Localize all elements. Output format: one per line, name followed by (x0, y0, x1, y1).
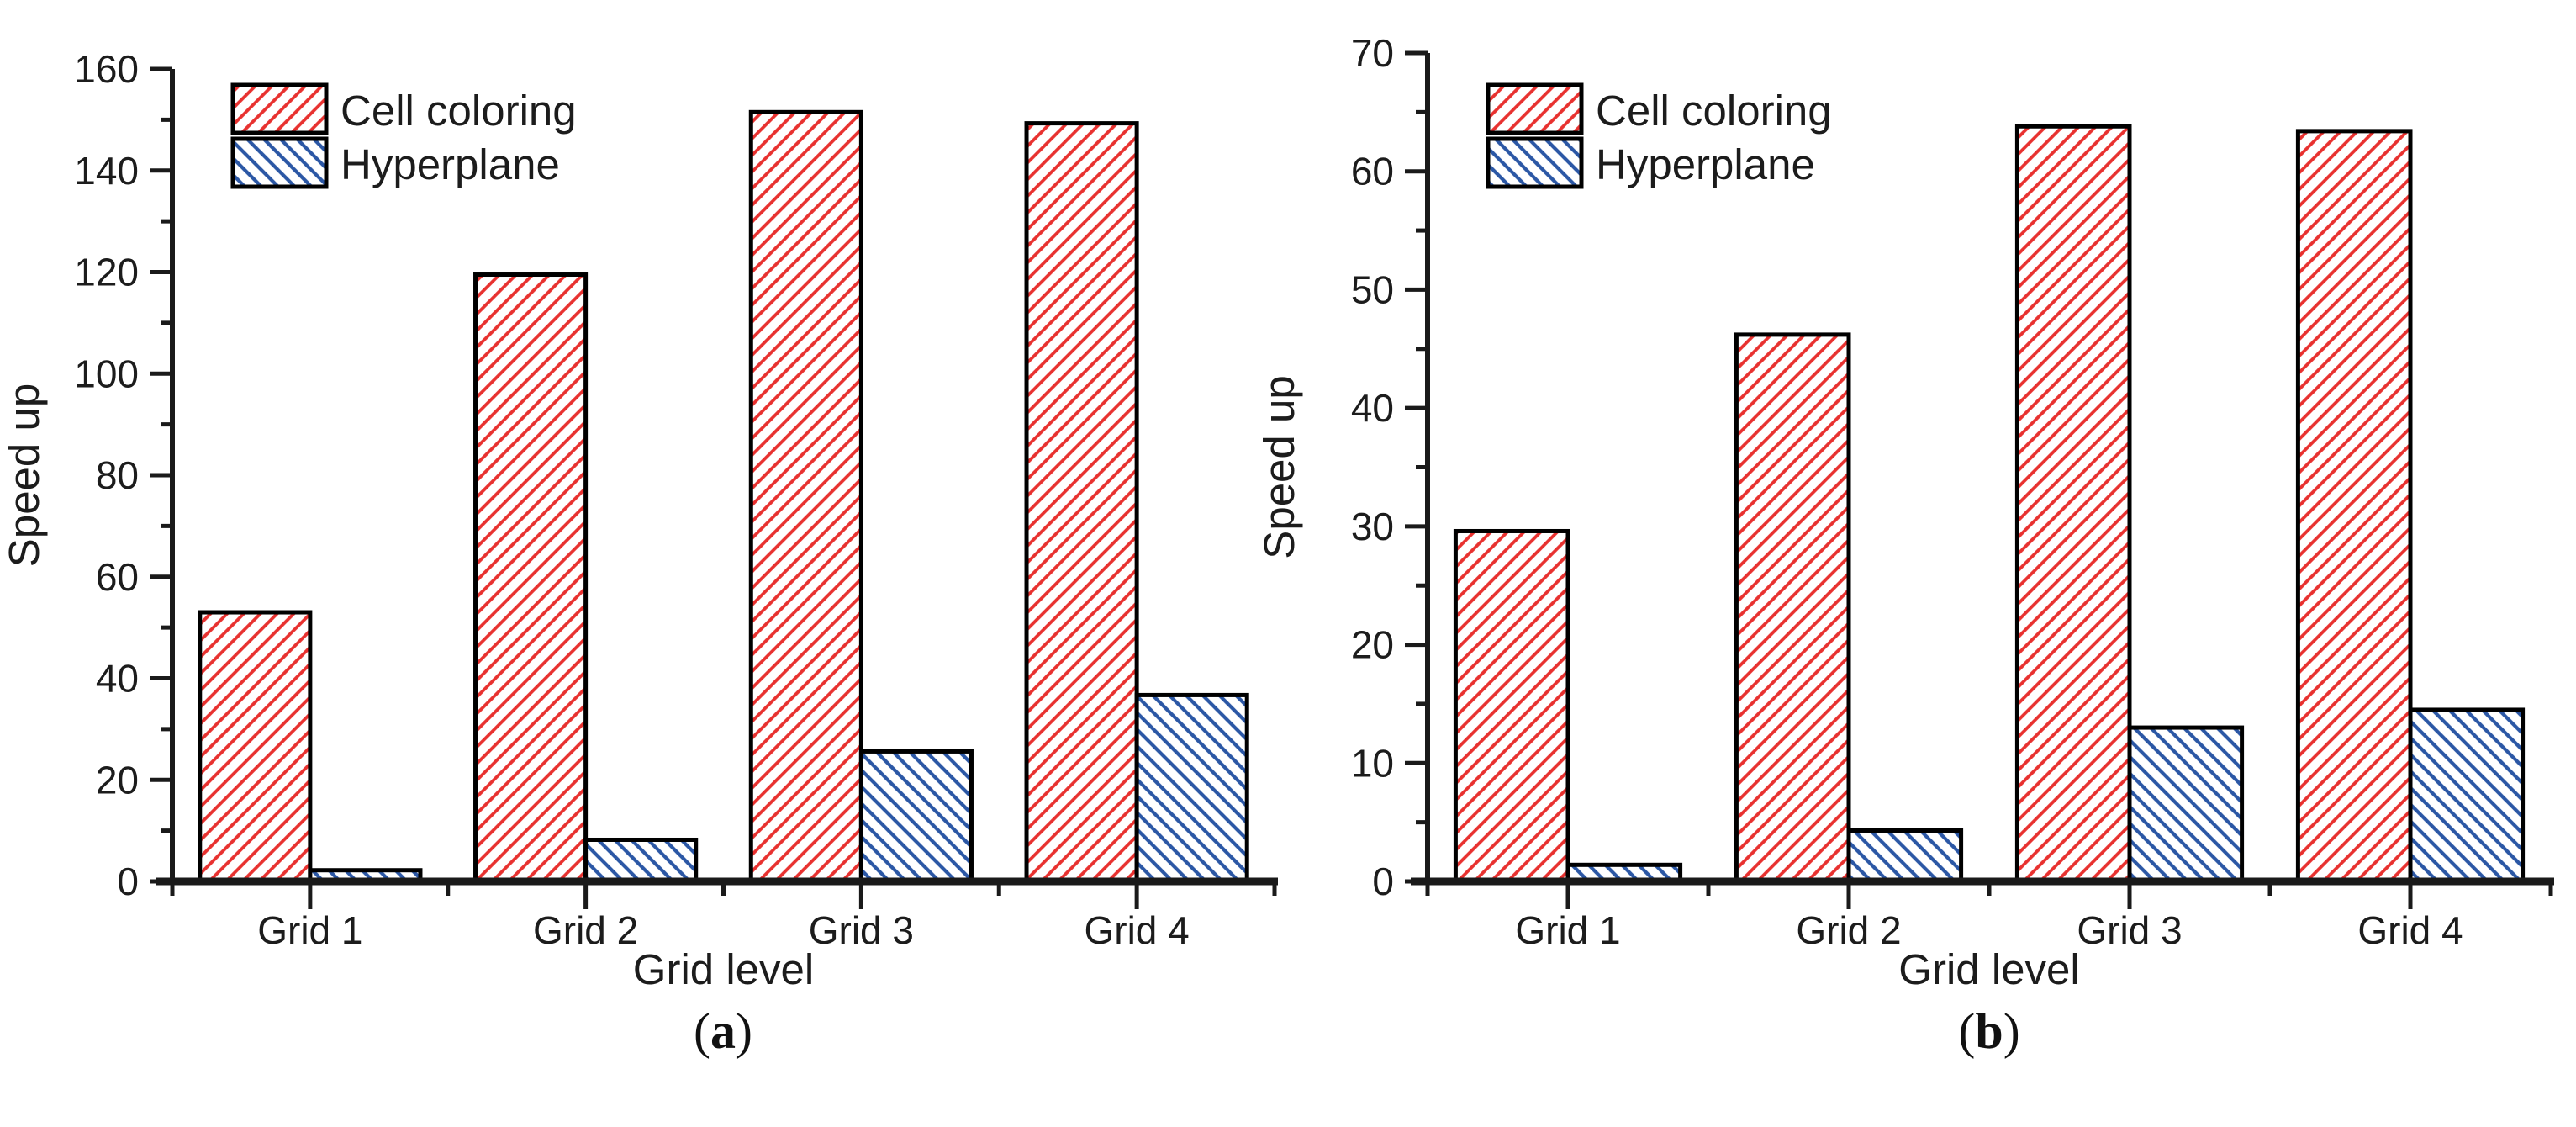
y-axis-title: Speed up (0, 384, 48, 567)
caption-letter-a: a (710, 1003, 736, 1059)
bars-group (198, 109, 1249, 884)
y-axis: 0 10 20 30 40 50 60 70 (1351, 31, 1430, 903)
y-tick-label: 60 (1351, 150, 1394, 193)
y-tick-label: 0 (117, 860, 139, 903)
y-tick-label: 40 (96, 657, 139, 701)
legend-swatch-hyperplane (230, 136, 329, 189)
legend-swatch-hyperplane (1486, 136, 1584, 189)
x-tick-label: Grid 2 (533, 908, 638, 952)
y-tick-label: 30 (1351, 505, 1394, 548)
x-tick-label: Grid 1 (257, 908, 362, 952)
y-tick-label: 10 (1351, 741, 1394, 785)
legend-swatch-cell-coloring (230, 82, 329, 135)
bar-cell-coloring-grid-2 (473, 272, 589, 884)
y-tick-label: 120 (74, 251, 139, 294)
y-axis: 0 20 40 60 80 100 120 140 160 (74, 47, 175, 903)
caption-paren-open: ( (1958, 1003, 1976, 1059)
caption-paren-open: ( (694, 1003, 710, 1059)
bar-hyperplane-grid-3 (858, 749, 974, 884)
y-tick-label: 0 (1372, 860, 1394, 903)
bar-hyperplane-grid-2 (583, 837, 699, 884)
x-axis-title: Grid level (1898, 945, 2079, 993)
bar-cell-coloring-grid-4 (2295, 129, 2413, 884)
y-tick-label: 40 (1351, 386, 1394, 430)
x-tick-label: Grid 1 (1515, 908, 1620, 952)
x-tick-label: Grid 2 (1796, 908, 1901, 952)
y-tick-label: 140 (74, 149, 139, 193)
y-tick-label: 80 (96, 453, 139, 497)
y-tick-label: 50 (1351, 267, 1394, 311)
bar-cell-coloring-grid-3 (2014, 124, 2132, 884)
x-axis-title: Grid level (633, 945, 814, 993)
x-axis: Grid 1 Grid 2 Grid 3 Grid 4 (156, 877, 1278, 952)
x-tick-label: Grid 3 (809, 908, 914, 952)
y-tick-label: 20 (1351, 623, 1394, 667)
legend: Cell coloring Hyperplane (1486, 82, 1832, 189)
bar-hyperplane-grid-2 (1846, 828, 1964, 884)
y-tick-label: 60 (96, 555, 139, 599)
bar-hyperplane-grid-3 (2127, 725, 2245, 884)
bar-hyperplane-grid-4 (2408, 707, 2526, 884)
y-tick-label: 160 (74, 47, 139, 91)
legend-label-cell-coloring: Cell coloring (1596, 87, 1832, 135)
y-tick-label: 70 (1351, 31, 1394, 75)
caption-letter-b: b (1975, 1003, 2003, 1059)
x-tick-label: Grid 4 (1084, 908, 1189, 952)
legend-label-hyperplane: Hyperplane (340, 140, 560, 188)
x-tick-label: Grid 4 (2357, 908, 2463, 952)
legend-label-hyperplane: Hyperplane (1596, 140, 1815, 188)
legend-swatch-cell-coloring (1486, 82, 1584, 135)
bar-cell-coloring-grid-2 (1734, 332, 1851, 884)
legend: Cell coloring Hyperplane (230, 82, 577, 189)
bar-cell-coloring-grid-3 (748, 109, 863, 884)
caption-paren-close: ) (2003, 1003, 2020, 1059)
y-axis-title: Speed up (1255, 375, 1303, 558)
y-tick-label: 100 (74, 352, 139, 395)
legend-label-cell-coloring: Cell coloring (340, 87, 577, 135)
bar-cell-coloring-grid-4 (1024, 121, 1139, 884)
caption-paren-close: ) (736, 1003, 752, 1059)
subfigure-caption-b: (b) (1958, 1003, 2019, 1061)
bar-cell-coloring-grid-1 (198, 610, 313, 884)
x-tick-label: Grid 3 (2077, 908, 2182, 952)
x-axis: Grid 1 Grid 2 Grid 3 Grid 4 (1411, 877, 2554, 952)
subfigure-caption-a: (a) (694, 1003, 752, 1061)
y-tick-label: 20 (96, 758, 139, 802)
bar-cell-coloring-grid-1 (1453, 528, 1570, 884)
bars-group (1453, 124, 2526, 884)
bar-hyperplane-grid-4 (1134, 692, 1249, 884)
